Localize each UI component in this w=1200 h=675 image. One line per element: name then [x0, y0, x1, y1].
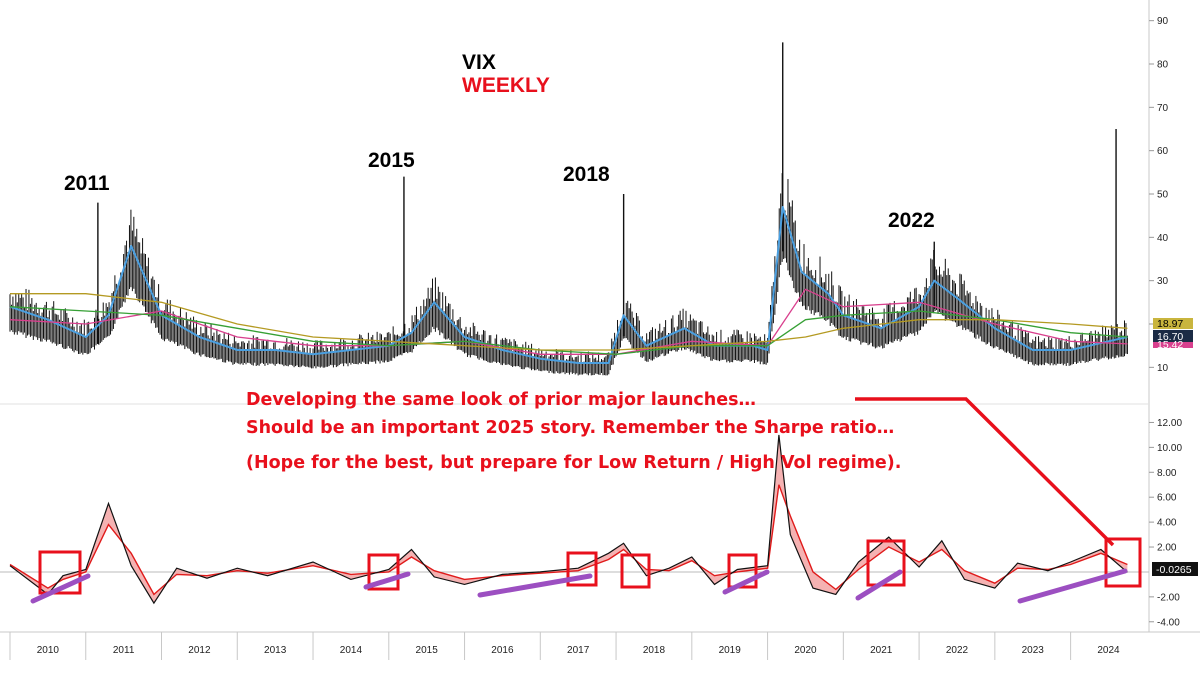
highlight-boxes	[38, 537, 1142, 595]
price-tick-label: 90	[1157, 16, 1169, 27]
highlight-box-2018	[620, 553, 651, 589]
highlight-box-2019	[727, 553, 758, 589]
osc-signal-line	[9, 484, 1128, 596]
oscillator-last-value: -0.0265	[1152, 562, 1198, 576]
year-label-2011: 2011	[64, 172, 110, 195]
price-tick-label: 50	[1157, 190, 1169, 201]
osc-tick-label: 6.00	[1157, 493, 1177, 504]
chart-subtitle: WEEKLY	[462, 74, 550, 97]
moving-averages	[9, 206, 1128, 364]
time-tick-label: 2010	[37, 645, 60, 656]
price-ema-line	[9, 206, 1128, 364]
price-ma-olive-line	[10, 293, 1128, 351]
osc-tick-label: 12.00	[1157, 418, 1182, 429]
badge-osc	[1152, 562, 1198, 576]
time-tick-label: 2022	[946, 645, 969, 656]
time-tick-label: 2015	[416, 645, 439, 656]
highlight-box-2024	[1104, 537, 1142, 588]
time-tick-label: 2024	[1097, 645, 1120, 656]
time-tick-label: 2016	[491, 645, 514, 656]
time-tick-label: 2014	[340, 645, 363, 656]
oscillator-axis: 12.00 10.00 8.00 6.00 4.00 2.00 -2.00 -4.00	[0, 418, 1182, 628]
price-tick-label: 70	[1157, 103, 1169, 114]
highlight-box-2021	[866, 539, 906, 587]
badge-navy	[1153, 330, 1193, 342]
badge-navy-value: 16.70	[1157, 331, 1183, 343]
annotation-line-1: Developing the same look of prior major …	[246, 390, 756, 410]
osc-tick-label: -4.00	[1157, 617, 1180, 628]
time-axis: 2010 2011 2012 2013 2014 2015 2016 2017 2018 2019…	[9, 632, 1120, 660]
trend-line-2019	[722, 569, 770, 595]
time-tick-label: 2017	[567, 645, 590, 656]
trend-line-2015	[363, 571, 411, 590]
annotation-line-3: (Hope for the best, but prepare for Low …	[246, 453, 901, 473]
time-tick-label: 2023	[1022, 645, 1045, 656]
time-tick-label: 2013	[264, 645, 287, 656]
osc-tick-label: 2.00	[1157, 543, 1177, 554]
badge-osc-value: -0.0265	[1156, 564, 1192, 576]
trend-line-2017	[477, 573, 593, 598]
time-tick-label: 2020	[794, 645, 817, 656]
time-tick-label: 2021	[870, 645, 893, 656]
highlight-box-2015	[367, 553, 400, 591]
badge-olive	[1153, 318, 1193, 329]
badge-olive-value: 18.97	[1157, 318, 1183, 330]
year-label-2022: 2022	[888, 209, 935, 232]
chart-title: VIX	[462, 51, 496, 74]
trend-line-2024	[1017, 568, 1128, 604]
osc-tick-label: 8.00	[1157, 468, 1177, 479]
osc-tick-label: 4.00	[1157, 518, 1177, 529]
price-last-values: 18.97 16.70 15.42	[1153, 318, 1193, 351]
osc-tick-label: 10.00	[1157, 443, 1182, 454]
highlight-box-2017	[566, 551, 598, 587]
time-tick-label: 2018	[643, 645, 666, 656]
time-tick-label: 2012	[188, 645, 211, 656]
osc-main-line	[9, 434, 1128, 605]
year-label-2018: 2018	[563, 163, 610, 186]
highlight-box-2011	[38, 550, 82, 595]
price-tick-label: 30	[1157, 276, 1169, 287]
trend-lines	[30, 568, 1128, 604]
year-label-2015: 2015	[368, 149, 415, 172]
price-ma-green-line	[9, 306, 1128, 355]
time-tick-label: 2011	[113, 645, 135, 656]
osc-tick-label: -2.00	[1157, 592, 1180, 603]
annotation-line-2: Should be an important 2025 story. Remem…	[246, 418, 894, 438]
price-tick-label: 60	[1157, 146, 1169, 157]
time-tick-label: 2019	[719, 645, 742, 656]
price-tick-label: 80	[1157, 60, 1169, 71]
price-tick-label: 10	[1157, 363, 1169, 374]
trend-line-2021	[855, 569, 903, 601]
trend-line-2011	[30, 573, 91, 604]
badge-pink-value: 15.42	[1157, 339, 1183, 351]
annotation-pointer-line	[855, 397, 1115, 547]
badge-pink	[1153, 342, 1193, 348]
price-tick-label: 40	[1157, 233, 1169, 244]
